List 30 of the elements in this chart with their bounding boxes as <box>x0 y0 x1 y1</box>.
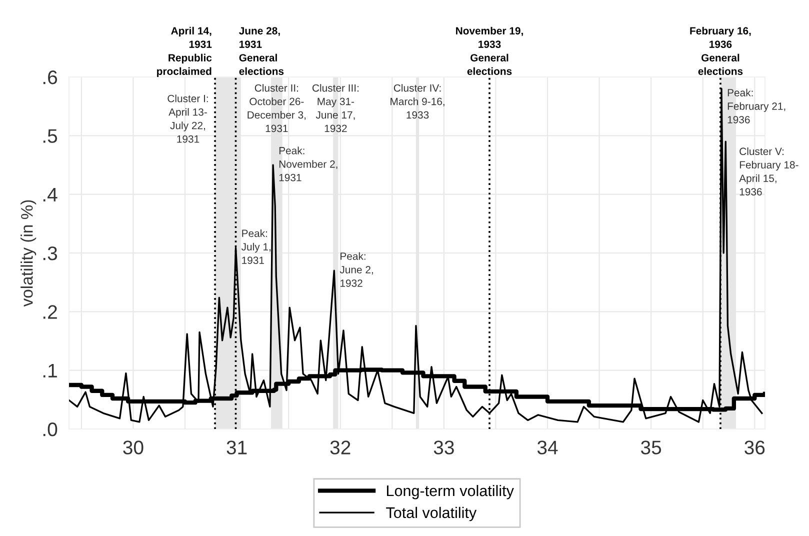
ref-line-label: February 16, 1936 General elections <box>690 26 751 75</box>
ref-line-label: June 28, 1931 General elections <box>239 27 284 75</box>
annotation: Cluster IV: March 9-16, 1933 <box>390 84 444 119</box>
legend-label: Long-term volatility <box>387 484 514 500</box>
x-tick-label: 30 <box>123 440 144 454</box>
legend-label: Total volatility <box>386 506 477 522</box>
annotation: Peak: November 2, 1931 <box>279 146 338 182</box>
y-tick-label: .1 <box>43 364 57 378</box>
x-tick-label: 34 <box>537 440 558 454</box>
x-tick-label: 32 <box>330 440 350 454</box>
x-tick-label: 33 <box>434 440 454 454</box>
x-tick-label: 35 <box>641 440 662 454</box>
y-tick-label: .5 <box>43 129 58 143</box>
y-tick-label: .3 <box>43 246 58 260</box>
annotation: Peak: June 2, 1932 <box>340 252 373 287</box>
y-tick-label: .4 <box>43 188 58 202</box>
annotation: Peak: July 1, 1931 <box>241 229 270 264</box>
ref-line-label: April 14, 1931 Republic proclaimed <box>157 26 212 77</box>
annotation: Cluster V: February 18- April 15, 1936 <box>739 147 798 196</box>
x-tick-label: 36 <box>744 440 765 454</box>
annotation: Cluster II: October 26- December 3, 1931 <box>248 84 306 132</box>
y-tick-label: .6 <box>43 70 58 84</box>
y-axis-title: volatility (in %) <box>20 200 36 307</box>
annotation: Peak: February 21, 1936 <box>728 88 786 124</box>
ref-line-label: November 19, 1933 General elections <box>456 26 523 75</box>
annotation: Cluster III: May 31- June 17, 1932 <box>312 84 358 132</box>
y-tick-label: .2 <box>43 305 57 319</box>
x-tick-label: 31 <box>226 440 247 454</box>
annotation: Cluster I: April 13- July 22, 1931 <box>168 94 208 143</box>
y-tick-label: .0 <box>43 422 58 436</box>
